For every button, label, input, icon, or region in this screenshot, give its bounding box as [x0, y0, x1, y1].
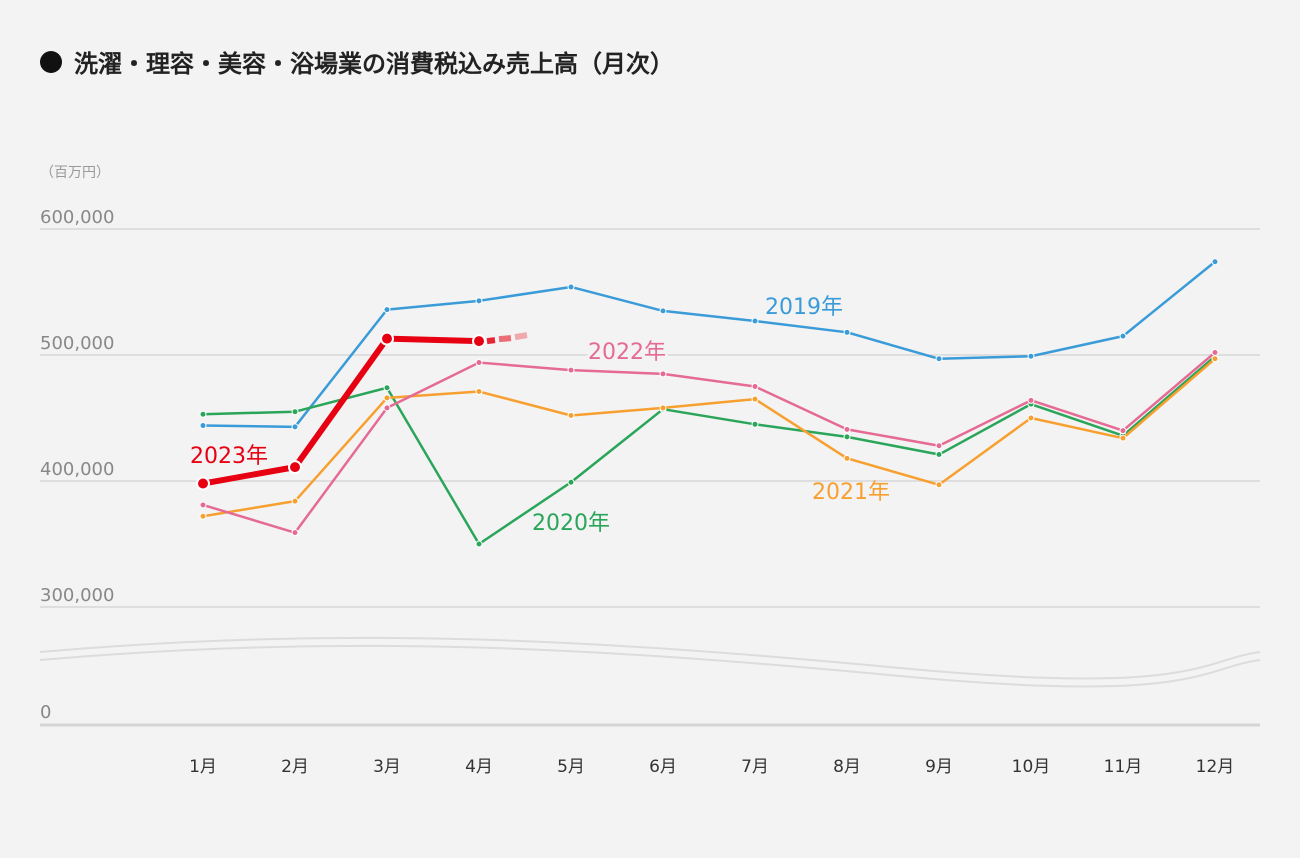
data-point — [475, 388, 483, 396]
data-point — [1119, 427, 1127, 435]
data-point — [1027, 352, 1035, 360]
data-point — [567, 283, 575, 291]
label-2019: 2019年 — [765, 295, 843, 320]
series-line — [201, 357, 1217, 518]
x-tick-label: 11月 — [1104, 757, 1143, 777]
y-unit-label: （百万円） — [40, 165, 110, 181]
data-point — [935, 481, 943, 489]
data-point — [199, 512, 207, 520]
x-tick-label: 1月 — [189, 757, 217, 777]
data-point — [1027, 414, 1035, 422]
data-point — [383, 384, 391, 392]
data-point — [475, 359, 483, 367]
projection-dash — [486, 337, 496, 345]
data-point — [567, 411, 575, 419]
data-point — [935, 355, 943, 363]
y-tick-label: 500,000 — [40, 333, 114, 354]
data-point — [199, 422, 207, 430]
data-point — [935, 442, 943, 450]
data-point — [843, 328, 851, 336]
x-tick-label: 9月 — [925, 757, 953, 777]
data-point — [843, 454, 851, 462]
label-2023: 2023年 — [190, 444, 268, 469]
x-tick-label: 12月 — [1196, 757, 1235, 777]
x-tick-label: 4月 — [465, 757, 493, 777]
x-tick-label: 3月 — [373, 757, 401, 777]
data-point — [567, 478, 575, 486]
data-point — [288, 460, 302, 475]
chart-title: 洗濯・理容・美容・浴場業の消費税込み売上高（月次） — [40, 44, 674, 79]
data-point — [1119, 332, 1127, 340]
data-point — [199, 501, 207, 509]
data-point — [383, 306, 391, 314]
data-point — [935, 451, 943, 459]
data-point — [472, 334, 486, 349]
data-point — [659, 370, 667, 378]
axis-break — [39, 636, 1261, 688]
series-labels: 2019年 2022年 2023年 2021年 2020年 — [190, 295, 890, 536]
data-point — [751, 420, 759, 428]
data-point — [383, 404, 391, 412]
data-point — [291, 423, 299, 431]
x-tick-label: 2月 — [281, 757, 309, 777]
data-point — [383, 394, 391, 402]
series-line — [200, 335, 482, 487]
data-point — [567, 366, 575, 374]
data-point — [475, 297, 483, 305]
label-2021: 2021年 — [812, 480, 890, 505]
label-2022: 2022年 — [588, 340, 666, 365]
x-tick-label: 5月 — [557, 757, 585, 777]
y-axis-ticks: 600,000 500,000 400,000 300,000 0 — [40, 207, 114, 723]
data-point — [291, 408, 299, 416]
y-tick-label: 300,000 — [40, 585, 114, 606]
data-point — [291, 497, 299, 505]
data-point — [380, 331, 394, 346]
label-2020: 2020年 — [532, 511, 610, 536]
x-axis-ticks: 1月 2月 3月 4月 5月 6月 7月 8月 9月 10月 11月 12月 — [189, 757, 1234, 777]
x-tick-label: 8月 — [833, 757, 861, 777]
data-point — [751, 395, 759, 403]
data-point — [1211, 258, 1219, 266]
data-point — [475, 540, 483, 548]
series-line — [201, 351, 1217, 534]
data-point — [751, 317, 759, 325]
data-point — [751, 383, 759, 390]
x-tick-label: 6月 — [649, 757, 677, 777]
grid-lines — [40, 228, 1260, 727]
data-point — [199, 410, 207, 418]
series-line — [201, 260, 1217, 429]
projection-dash — [514, 332, 528, 341]
data-point — [291, 529, 299, 537]
projection-dash — [498, 335, 512, 343]
data-point — [1211, 348, 1219, 356]
y-tick-label: 600,000 — [40, 207, 114, 228]
x-tick-label: 7月 — [741, 757, 769, 777]
y-tick-label: 0 — [40, 702, 51, 723]
data-point — [1211, 355, 1219, 363]
data-point — [196, 476, 210, 491]
data-point — [1027, 396, 1035, 404]
series-line — [201, 355, 1217, 546]
x-tick-label: 10月 — [1012, 757, 1051, 777]
y-tick-label: 400,000 — [40, 459, 114, 480]
data-point — [659, 404, 667, 412]
data-point — [843, 433, 851, 441]
data-point — [1119, 434, 1127, 442]
data-point — [843, 425, 851, 433]
bullet-icon — [40, 50, 62, 73]
chart-title-text: 洗濯・理容・美容・浴場業の消費税込み売上高（月次） — [74, 50, 674, 78]
series-lines — [196, 258, 1219, 548]
data-point — [659, 307, 667, 315]
